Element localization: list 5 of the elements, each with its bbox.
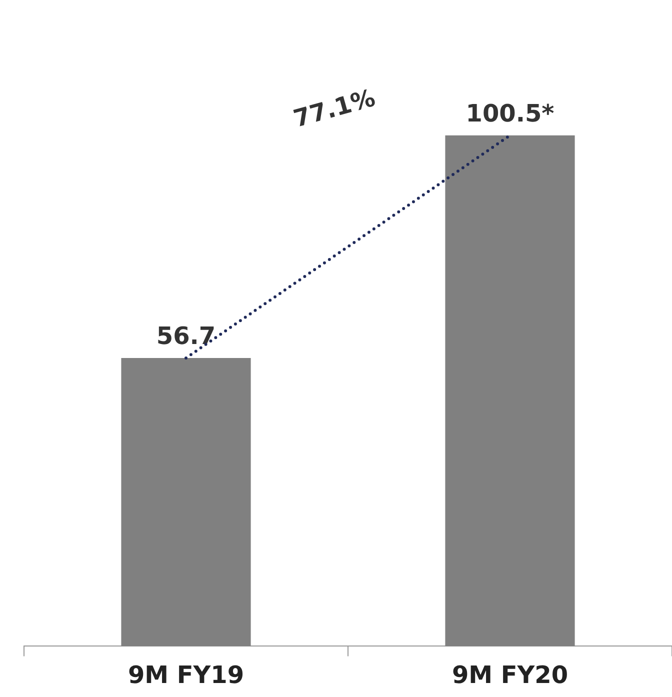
text: 77.1% [290,84,378,134]
x-tick-label: 9M FY19 [128,660,244,689]
x-tick-label: 9M FY20 [452,660,568,689]
data-label: 56.7 [156,322,216,350]
data-label: 100.5* [466,100,555,128]
